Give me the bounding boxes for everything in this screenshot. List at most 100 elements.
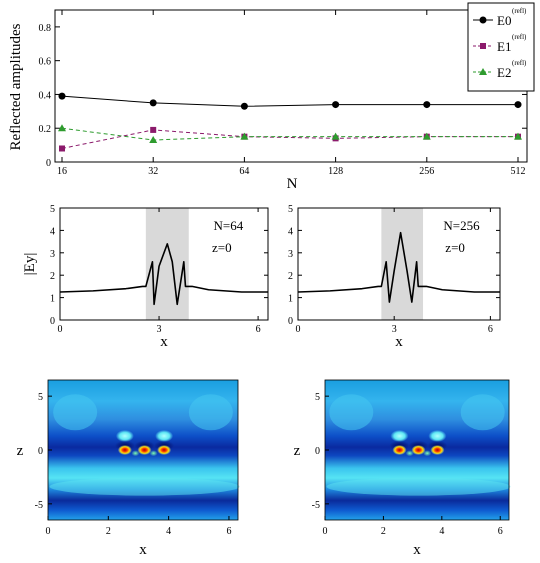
hot-spot — [430, 445, 445, 455]
y-tick-label: -5 — [35, 500, 43, 511]
x-axis-label: N — [287, 176, 298, 192]
y-tick-label: -5 — [312, 500, 320, 511]
x-axis-label: x — [395, 334, 403, 350]
hot-spot — [411, 445, 426, 455]
y-tick-label: 1 — [50, 294, 55, 305]
data-point-E0 — [149, 99, 157, 107]
x-tick-label: 512 — [511, 166, 526, 177]
y-tick-label: 0.2 — [39, 124, 52, 135]
x-tick-label: 6 — [256, 324, 261, 335]
data-point-E0 — [423, 101, 431, 109]
hot-spot — [392, 445, 407, 455]
field-lobe — [188, 394, 233, 431]
y-axis-label: z — [17, 443, 24, 459]
x-tick-label: 4 — [166, 526, 171, 537]
x-tick-label: 64 — [239, 166, 249, 177]
field-spot — [149, 450, 158, 457]
y-tick-label: 0 — [315, 446, 320, 457]
y-tick-label: 5 — [315, 392, 320, 403]
y-tick-label: 5 — [288, 204, 293, 215]
field-spot — [115, 430, 134, 442]
legend-label-superscript: (refl) — [512, 7, 527, 15]
data-point-E0 — [332, 101, 340, 109]
legend-marker — [479, 68, 487, 75]
x-tick-label: 4 — [439, 526, 444, 537]
hot-spot — [157, 445, 172, 455]
x-tick-label: 2 — [381, 526, 386, 537]
field-lobe — [53, 394, 98, 431]
plot-frame — [54, 9, 528, 163]
y-axis-label: Reflected amplitudes — [8, 23, 24, 150]
y-tick-label: 0 — [46, 158, 51, 169]
x-axis-label: x — [413, 542, 421, 558]
field-band — [49, 477, 240, 496]
data-point-E0 — [240, 102, 248, 110]
x-tick-label: 3 — [392, 324, 397, 335]
y-tick-label: 5 — [38, 392, 43, 403]
annotation-z: z=0 — [212, 240, 232, 255]
annotation-n: N=256 — [443, 218, 480, 233]
x-tick-label: 6 — [226, 526, 231, 537]
annotation-n: N=64 — [214, 218, 244, 233]
x-tick-label: 16 — [57, 166, 67, 177]
data-point-E2 — [58, 124, 66, 132]
field-band — [326, 477, 511, 496]
field-spot — [155, 430, 174, 442]
legend-marker — [480, 43, 486, 49]
legend-label-superscript: (refl) — [512, 33, 527, 41]
data-point-E2 — [514, 132, 522, 140]
field-lobe — [329, 394, 374, 431]
y-axis-label: z — [294, 443, 301, 459]
data-point-E0 — [514, 101, 522, 109]
y-tick-label: 0.6 — [39, 57, 52, 68]
plot-frame — [59, 207, 269, 321]
annotation-z: z=0 — [445, 240, 465, 255]
x-tick-label: 6 — [488, 324, 493, 335]
field-spot — [390, 430, 409, 442]
legend-label: E0 — [497, 13, 511, 28]
legend-label-superscript: (refl) — [512, 59, 527, 67]
y-tick-label: 3 — [50, 249, 55, 260]
field-spot — [131, 450, 140, 457]
hot-spot — [137, 445, 152, 455]
x-axis-label: x — [160, 334, 168, 350]
plot-frame — [297, 207, 501, 321]
x-tick-label: 0 — [58, 324, 63, 335]
data-point-E1 — [150, 126, 157, 133]
legend-box — [467, 2, 535, 92]
field-spot — [405, 450, 414, 457]
y-tick-label: 0 — [38, 446, 43, 457]
y-tick-label: 2 — [50, 271, 55, 282]
y-tick-label: 4 — [288, 226, 293, 237]
y-tick-label: 0 — [288, 316, 293, 327]
y-tick-label: 1 — [288, 294, 293, 305]
legend-label: E1 — [497, 39, 511, 54]
x-axis-label: x — [139, 542, 147, 558]
x-tick-label: 0 — [46, 526, 51, 537]
x-tick-label: 32 — [148, 166, 158, 177]
y-tick-label: 5 — [50, 204, 55, 215]
y-tick-label: 3 — [288, 249, 293, 260]
data-point-E2 — [149, 136, 158, 144]
y-tick-label: 4 — [50, 226, 55, 237]
legend-marker — [479, 16, 487, 24]
field-spot — [428, 430, 447, 442]
x-tick-label: 256 — [419, 166, 434, 177]
y-tick-label: 0 — [50, 316, 55, 327]
series-line-E0 — [61, 95, 518, 107]
data-point-E1 — [59, 145, 65, 152]
y-axis-label: |Ey| — [22, 253, 38, 276]
series-line-E1 — [61, 129, 518, 149]
y-tick-label: 2 — [288, 271, 293, 282]
hot-spot — [117, 445, 132, 455]
profile-line — [297, 231, 500, 303]
legend-label: E2 — [497, 65, 511, 80]
data-point-E0 — [58, 92, 66, 100]
x-tick-label: 3 — [157, 324, 162, 335]
y-tick-label: 0.8 — [39, 23, 52, 34]
x-tick-label: 0 — [296, 324, 301, 335]
x-tick-label: 0 — [323, 526, 328, 537]
x-tick-label: 6 — [498, 526, 503, 537]
x-tick-label: 128 — [328, 166, 343, 177]
